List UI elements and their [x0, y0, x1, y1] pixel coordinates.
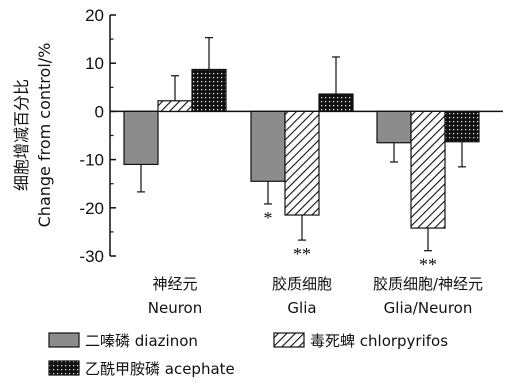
y-tick-label: 0: [95, 102, 104, 121]
y-tick-label: -10: [79, 151, 104, 170]
y-tick-label: -20: [79, 199, 104, 218]
category-label-cn: 胶质细胞/神经元: [373, 275, 483, 293]
significance-mark: **: [293, 244, 311, 264]
significance-mark: *: [264, 208, 273, 228]
bar-1-2: [250, 110, 286, 182]
legend-swatch-2: [273, 332, 305, 348]
legend-label-3: 乙酰甲胺磷 acephate: [85, 360, 235, 378]
category-label-en: Glia/Neuron: [384, 299, 473, 317]
bar-3-2: [318, 93, 354, 112]
y-tick-label: 10: [85, 54, 104, 73]
category-label-en: Glia: [287, 299, 316, 317]
legend-swatch-1: [48, 332, 80, 348]
bar-1-3: [376, 110, 412, 144]
y-axis-label-en: Change from control/%: [35, 43, 54, 228]
bar-1-1: [123, 110, 159, 166]
legend-swatch-3: [48, 360, 80, 376]
legend-label-1: 二嗪磷 diazinon: [85, 332, 198, 350]
bar-2-2: [284, 110, 320, 216]
bar-2-3: [410, 110, 446, 229]
y-tick-label: 20: [85, 6, 104, 25]
category-label-cn: 神经元: [152, 275, 197, 293]
bar-3-3: [444, 110, 480, 143]
significance-mark: **: [419, 255, 437, 275]
legend: 二嗪磷 diazinon 毒死蜱 chlorpyrifos 乙酰甲胺磷 acepha…: [48, 332, 448, 378]
y-axis-label: 细胞增减百分比 Change from control/%: [12, 43, 54, 228]
bar-3-1: [191, 68, 227, 113]
legend-label-2: 毒死蜱 chlorpyrifos: [310, 332, 448, 350]
y-tick-label: -30: [79, 247, 104, 266]
y-axis-label-cn: 细胞增减百分比: [12, 79, 31, 191]
bar-2-1: [157, 100, 193, 112]
category-label-cn: 胶质细胞: [272, 275, 332, 293]
category-label-en: Neuron: [148, 299, 202, 317]
